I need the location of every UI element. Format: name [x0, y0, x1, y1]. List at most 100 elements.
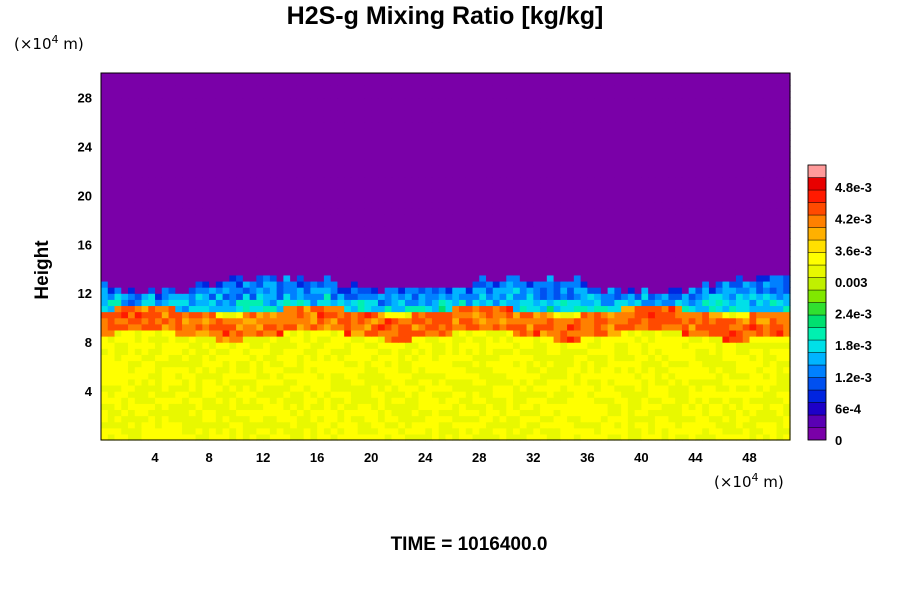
heatmap-cell — [634, 372, 642, 380]
heatmap-cell — [506, 317, 514, 325]
heatmap-cell — [722, 170, 730, 178]
heatmap-cell — [459, 183, 467, 190]
heatmap-cell — [722, 287, 730, 294]
heatmap-cell — [560, 146, 568, 154]
heatmap-cell — [384, 146, 393, 154]
heatmap-cell — [107, 372, 116, 380]
heatmap-cell — [290, 415, 298, 423]
heatmap-cell — [688, 305, 697, 313]
heatmap-cell — [621, 287, 629, 294]
heatmap-cell — [688, 170, 697, 178]
heatmap-cell — [627, 372, 636, 380]
heatmap-cell — [350, 348, 359, 355]
heatmap-cell — [411, 176, 420, 184]
heatmap-cell — [391, 232, 399, 239]
heatmap-cell — [323, 433, 332, 441]
heatmap-cell — [377, 293, 386, 300]
heatmap-cell — [384, 372, 393, 380]
heatmap-cell — [242, 189, 251, 196]
heatmap-cell — [323, 317, 332, 325]
heatmap-cell — [364, 232, 372, 239]
heatmap-cell — [283, 305, 291, 313]
heatmap-cell — [141, 354, 149, 362]
heatmap-cell — [499, 201, 507, 209]
heatmap-cell — [492, 348, 501, 355]
heatmap-cell — [776, 311, 784, 319]
heatmap-cell — [256, 366, 264, 374]
heatmap-cell — [283, 409, 291, 417]
heatmap-cell — [357, 238, 366, 245]
heatmap-cell — [364, 262, 372, 270]
heatmap-cell — [654, 280, 663, 288]
heatmap-cell — [742, 311, 751, 319]
heatmap-cell — [357, 152, 366, 160]
heatmap-cell — [202, 391, 210, 398]
heatmap-cell — [567, 146, 575, 154]
heatmap-cell — [614, 250, 622, 258]
heatmap-cell — [472, 232, 480, 239]
heatmap-cell — [688, 250, 697, 258]
heatmap-cell — [425, 268, 433, 276]
heatmap-cell — [587, 183, 595, 190]
heatmap-cell — [614, 287, 622, 294]
heatmap-cell — [472, 158, 480, 166]
heatmap-cell — [276, 201, 284, 209]
heatmap-cell — [195, 311, 203, 319]
heatmap-cell — [411, 329, 420, 337]
heatmap-cell — [594, 152, 602, 160]
heatmap-cell — [337, 305, 345, 313]
heatmap-cell — [107, 366, 116, 374]
heatmap-cell — [141, 336, 149, 343]
heatmap-cell — [715, 262, 724, 270]
heatmap-cell — [249, 170, 257, 178]
heatmap-cell — [519, 232, 528, 239]
heatmap-cell — [303, 391, 312, 398]
heatmap-cell — [188, 170, 197, 178]
heatmap-cell — [783, 348, 791, 355]
heatmap-cell — [506, 164, 514, 172]
heatmap-cell — [526, 403, 534, 411]
heatmap-cell — [330, 189, 339, 196]
heatmap-cell — [276, 287, 284, 294]
heatmap-cell — [236, 256, 244, 264]
heatmap-cell — [249, 268, 257, 276]
heatmap-cell — [107, 348, 116, 355]
heatmap-cell — [654, 433, 663, 441]
heatmap-cell — [452, 225, 460, 233]
heatmap-cell — [681, 384, 690, 392]
heatmap-cell — [269, 146, 278, 154]
heatmap-cell — [398, 274, 406, 282]
heatmap-cell — [519, 421, 528, 429]
heatmap-cell — [715, 384, 724, 392]
heatmap-cell — [492, 287, 501, 294]
heatmap-cell — [600, 207, 609, 215]
heatmap-cell — [357, 329, 366, 337]
heatmap-cell — [161, 158, 170, 166]
heatmap-cell — [553, 299, 561, 307]
heatmap-cell — [256, 287, 264, 294]
heatmap-cell — [594, 317, 602, 325]
heatmap-cell — [350, 158, 359, 166]
heatmap-cell — [661, 299, 670, 307]
heatmap-cell — [452, 372, 460, 380]
heatmap-cell — [330, 342, 339, 349]
heatmap-cell — [580, 256, 588, 264]
heatmap-cell — [188, 348, 197, 355]
heatmap-cell — [134, 232, 143, 239]
heatmap-cell — [242, 158, 251, 166]
heatmap-cell — [384, 262, 393, 270]
heatmap-cell — [398, 213, 406, 221]
heatmap-cell — [404, 378, 413, 386]
heatmap-cell — [418, 293, 426, 300]
heatmap-cell — [175, 183, 183, 190]
heatmap-cell — [526, 409, 534, 417]
heatmap-cell — [438, 305, 447, 313]
heatmap-cell — [303, 372, 312, 380]
heatmap-cell — [384, 305, 393, 313]
heatmap-cell — [607, 299, 615, 307]
heatmap-cell — [749, 152, 757, 160]
heatmap-cell — [675, 415, 683, 423]
heatmap-cell — [148, 354, 156, 362]
heatmap-cell — [303, 176, 312, 184]
heatmap-cell — [168, 415, 176, 423]
